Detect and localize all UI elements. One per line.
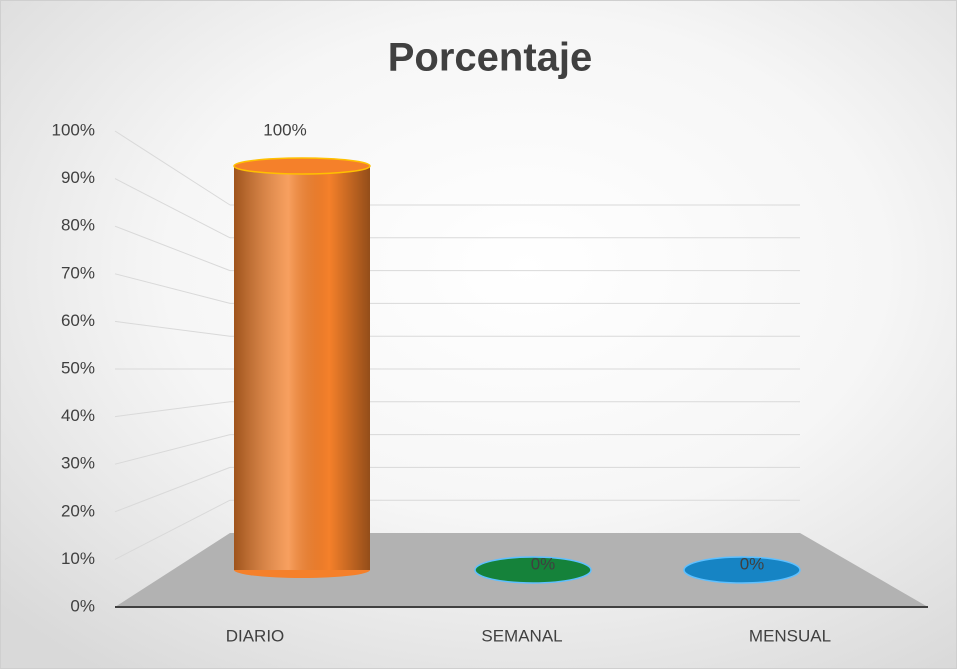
grid-line [114,499,231,560]
grid-line [114,434,231,465]
y-tick-label: 90% [61,168,95,187]
grid-line [114,466,231,513]
grid-line [114,178,231,239]
y-tick-label: 30% [61,454,95,473]
y-tick-label: 70% [61,263,95,282]
grid-line [114,130,231,206]
grid-line [114,225,231,272]
x-tick-label: MENSUAL [749,626,831,645]
y-tick-label: 100% [52,120,95,139]
cylinder-top [683,556,801,584]
data-label: 100% [263,120,306,139]
cylinder-top [474,556,592,584]
x-tick-label: DIARIO [226,626,285,645]
y-tick-label: 20% [61,501,95,520]
y-tick-label: 80% [61,216,95,235]
y-tick-label: 0% [70,596,95,615]
chart-title: Porcentaje [388,36,593,80]
cylinder-top [233,157,371,175]
y-tick-label: 40% [61,406,95,425]
grid-line [114,320,231,337]
data-label: 0% [740,554,765,573]
data-label: 0% [531,554,556,573]
bar-shade [234,166,370,570]
y-tick-label: 50% [61,358,95,377]
x-tick-label: SEMANAL [481,626,562,645]
y-tick-label: 60% [61,311,95,330]
grid-line [114,273,231,304]
y-tick-label: 10% [61,549,95,568]
grid-line [114,401,231,418]
